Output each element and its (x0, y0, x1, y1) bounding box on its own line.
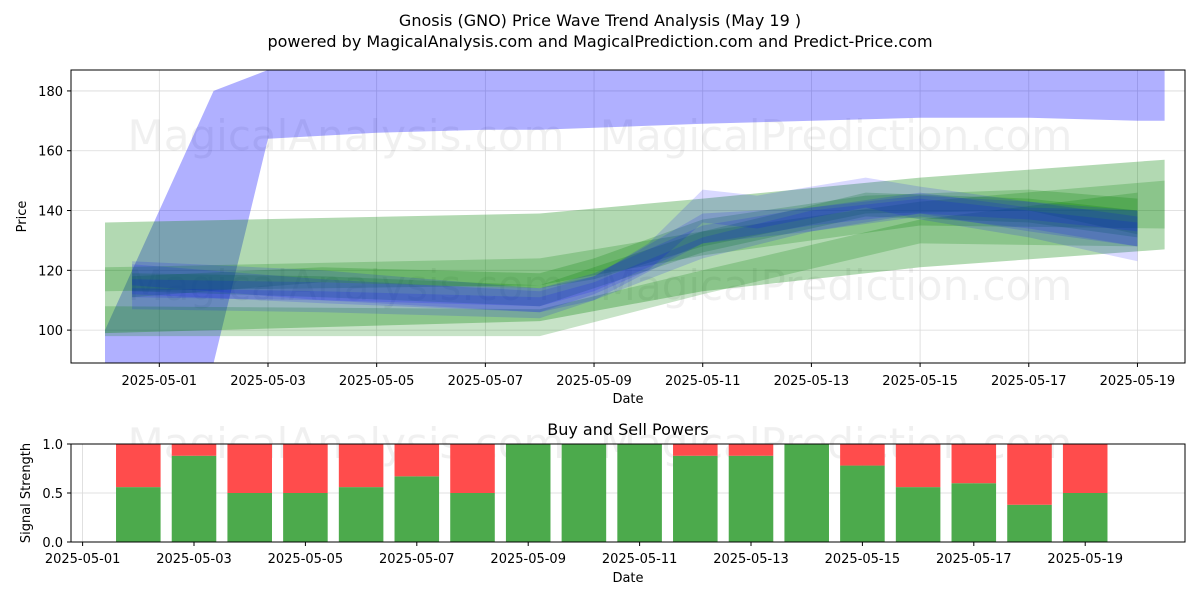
buy-bar (673, 455, 718, 542)
band-green-3 (105, 192, 1138, 337)
buy-bar (895, 487, 941, 542)
x-tick-label: 2025-05-17 (936, 552, 1012, 567)
y-tick-label: 100 (38, 324, 63, 339)
band-green-2 (105, 180, 1165, 292)
x-tick-label: 2025-05-01 (45, 552, 121, 567)
sell-bar (895, 444, 941, 488)
band-green-5 (132, 192, 1138, 307)
band-green-4 (132, 189, 1138, 298)
buy-bar (171, 455, 217, 542)
sell-bar (951, 444, 997, 484)
band-blue-0 (105, 70, 1165, 363)
buy-bar (951, 483, 997, 542)
buy-bar (784, 444, 829, 542)
price-axes-frame (70, 69, 1186, 364)
x-tick-label: 2025-05-09 (490, 552, 566, 567)
band-blue-8 (132, 198, 1138, 319)
signal-chart-title: Buy and Sell Powers (547, 420, 709, 439)
x-tick-label: 2025-05-17 (991, 374, 1067, 389)
x-tick-label: 2025-05-05 (268, 552, 344, 567)
watermark: MagicalPrediction.com (600, 261, 1073, 310)
x-tick-label: 2025-05-19 (1047, 552, 1123, 567)
band-blue-6 (132, 177, 1138, 313)
sell-bar (394, 444, 440, 477)
watermark: MagicalAnalysis.com (128, 261, 565, 310)
buy-bar (227, 493, 272, 542)
buy-bar (450, 493, 495, 542)
signal-panel: MagicalAnalysis.com MagicalPrediction.com… (19, 419, 1186, 586)
bands (105, 70, 1165, 363)
sell-bar (673, 444, 718, 456)
y-tick-label: 160 (38, 145, 63, 160)
x-tick-label: 2025-05-01 (122, 374, 198, 389)
x-tick-label: 2025-05-11 (602, 552, 678, 567)
x-tick-label: 2025-05-03 (230, 374, 306, 389)
buy-bar (1007, 504, 1052, 542)
band-green-1 (105, 159, 1165, 334)
y-tick-label: 1.0 (42, 438, 63, 453)
x-tick-label: 2025-05-05 (339, 374, 415, 389)
buy-bar (505, 444, 551, 542)
sell-bar (1007, 444, 1052, 505)
y-tick-label: 0.5 (42, 487, 63, 502)
x-tick-label: 2025-05-09 (556, 374, 632, 389)
y-tick-label: 120 (38, 264, 63, 279)
sell-bar (338, 444, 384, 488)
x-tick-label: 2025-05-07 (379, 552, 455, 567)
y-tick-label: 180 (38, 85, 63, 100)
buy-bar (617, 444, 662, 542)
y-tick-label: 140 (38, 205, 63, 220)
buy-bar (394, 476, 440, 542)
sell-bar (283, 444, 328, 493)
y-tick-label: 0.0 (42, 536, 63, 551)
x-axis-label: Date (612, 571, 643, 586)
buy-bar (840, 465, 885, 542)
sell-bar (450, 444, 495, 493)
buy-bar (116, 487, 161, 542)
chart-title: Gnosis (GNO) Price Wave Trend Analysis (… (399, 11, 801, 30)
x-tick-label: 2025-05-13 (774, 374, 850, 389)
buy-bar (338, 487, 384, 542)
watermark: MagicalPrediction.com (600, 111, 1073, 160)
sell-bar (840, 444, 885, 466)
y-axis-label: Price (15, 201, 30, 233)
y-axis-label: Signal Strength (19, 443, 34, 543)
sell-bar (1062, 444, 1108, 493)
sell-bar (728, 444, 774, 456)
x-tick-label: 2025-05-07 (448, 374, 524, 389)
x-axis-label: Date (612, 392, 643, 407)
x-tick-label: 2025-05-11 (665, 374, 741, 389)
buy-bar (283, 493, 328, 542)
sell-bar (116, 444, 161, 488)
x-tick-label: 2025-05-19 (1100, 374, 1176, 389)
x-tick-label: 2025-05-03 (156, 552, 232, 567)
watermark: MagicalAnalysis.com (128, 111, 565, 160)
x-tick-label: 2025-05-15 (882, 374, 958, 389)
buy-bar (728, 455, 774, 542)
price-panel: MagicalAnalysis.com MagicalPrediction.com… (15, 69, 1186, 407)
buy-bar (1062, 493, 1108, 542)
band-blue-9 (132, 195, 1138, 307)
sell-bar (171, 444, 217, 456)
sell-bar (227, 444, 272, 493)
x-tick-label: 2025-05-13 (713, 552, 789, 567)
x-tick-label: 2025-05-15 (825, 552, 901, 567)
buy-bar (561, 444, 607, 542)
chart-subtitle: powered by MagicalAnalysis.com and Magic… (267, 32, 932, 51)
